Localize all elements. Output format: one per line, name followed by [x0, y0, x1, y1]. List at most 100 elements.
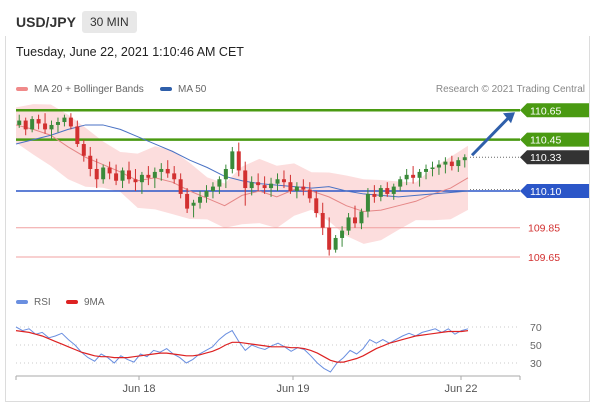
instrument-title: USD/JPY	[16, 14, 76, 30]
candle-body	[172, 173, 177, 180]
candle-body	[417, 171, 422, 178]
candle-body	[385, 188, 390, 194]
candle-body	[198, 196, 203, 203]
ma20-swatch	[16, 87, 28, 92]
legend-ma20-label: MA 20 + Bollinger Bands	[34, 84, 144, 95]
level-tag-110-33	[520, 150, 589, 165]
candle-body	[127, 170, 131, 180]
candle-body	[346, 217, 351, 231]
candle-body	[256, 182, 261, 186]
candle-body	[275, 179, 280, 184]
candle-body	[55, 122, 60, 125]
candle-body	[217, 179, 222, 187]
ma9-swatch	[66, 300, 78, 305]
level-label-110-65: 110.65	[530, 105, 561, 117]
legend-rsi-label: RSI	[34, 297, 51, 308]
candle-body	[249, 182, 254, 189]
candle-body	[185, 193, 190, 209]
candle-body	[120, 170, 125, 181]
candle-body	[210, 186, 215, 191]
candle-body	[294, 186, 299, 191]
candle-body	[262, 185, 267, 189]
candle-body	[436, 164, 441, 168]
rsi-line	[15, 326, 469, 373]
legend-rsi: RSI	[16, 297, 51, 308]
forecast-arrow-head	[503, 112, 515, 124]
candle-body	[462, 157, 467, 161]
candle-body	[365, 193, 370, 212]
candle-body	[411, 174, 416, 178]
ma50-swatch	[160, 87, 172, 92]
rsi-swatch	[16, 300, 28, 305]
candle-body	[204, 191, 209, 197]
candle-body	[230, 151, 235, 169]
level-tag-110-10	[520, 184, 589, 198]
candle-body	[314, 198, 319, 214]
candle-body	[372, 193, 377, 197]
candle-body	[152, 171, 157, 178]
candle-body	[114, 173, 119, 181]
legend-ma50: MA 50	[160, 84, 206, 95]
legend-ma20: MA 20 + Bollinger Bands	[16, 84, 144, 95]
level-label-110-10: 110.10	[530, 186, 561, 198]
timestamp: Tuesday, June 22, 2021 1:10:46 AM CET	[16, 45, 244, 59]
candle-body	[101, 167, 106, 180]
level-label-110-33: 110.33	[530, 152, 561, 164]
candle-body	[178, 179, 183, 194]
candle-body	[443, 161, 448, 165]
candle-body	[320, 213, 325, 228]
level-label-109-65: 109.65	[528, 252, 560, 264]
x-tick-label: Jun 22	[444, 383, 477, 395]
legend-ma50-label: MA 50	[178, 84, 207, 95]
candle-body	[165, 168, 170, 174]
candle-body	[281, 179, 286, 183]
candle-body	[36, 119, 41, 124]
candle-body	[139, 174, 144, 183]
candle-body	[333, 237, 338, 250]
candle-body	[146, 174, 151, 178]
candle-body	[81, 144, 86, 156]
rsi-ma9-line	[15, 330, 469, 363]
chart-frame	[5, 36, 590, 402]
candle-body	[424, 168, 429, 172]
candle-body	[17, 120, 22, 125]
candle-body	[340, 230, 345, 238]
timeframe-badge[interactable]: 30 MIN	[82, 11, 137, 33]
candle-body	[94, 168, 99, 180]
candle-body	[107, 167, 112, 174]
rsi-tick-label-30: 30	[530, 358, 542, 370]
x-tick-label: Jun 18	[122, 383, 155, 395]
candle-body	[353, 217, 357, 224]
legend-9ma-label: 9MA	[84, 297, 105, 308]
candle-body	[88, 155, 93, 169]
legend-9ma: 9MA	[66, 297, 105, 308]
forecast-arrow-shaft	[470, 116, 511, 157]
candle-body	[359, 211, 364, 224]
level-tag-110-45	[520, 132, 589, 147]
candle-body	[223, 168, 228, 180]
candle-body	[398, 179, 403, 187]
candle-body	[269, 183, 274, 189]
candle-body	[449, 161, 454, 167]
candle-body	[236, 151, 241, 171]
candle-body	[191, 202, 196, 206]
candle-body	[378, 188, 383, 197]
candle-body	[23, 120, 28, 130]
credit-text: Research © 2021 Trading Central	[435, 84, 585, 95]
level-label-110-45: 110.45	[530, 135, 561, 147]
candle-body	[62, 117, 67, 123]
candle-body	[404, 174, 409, 180]
rsi-tick-label-50: 50	[530, 340, 542, 352]
level-label-109-85: 109.85	[528, 223, 560, 235]
candle-body	[307, 189, 312, 199]
candle-body	[456, 160, 461, 167]
candle-body	[327, 227, 332, 250]
rsi-tick-label-70: 70	[530, 322, 542, 334]
level-tag-110-65	[520, 103, 589, 118]
candle-body	[391, 186, 396, 194]
candle-body	[75, 126, 80, 145]
x-tick-label: Jun 19	[276, 383, 309, 395]
candle-body	[301, 186, 306, 190]
ma50-line	[15, 124, 469, 198]
